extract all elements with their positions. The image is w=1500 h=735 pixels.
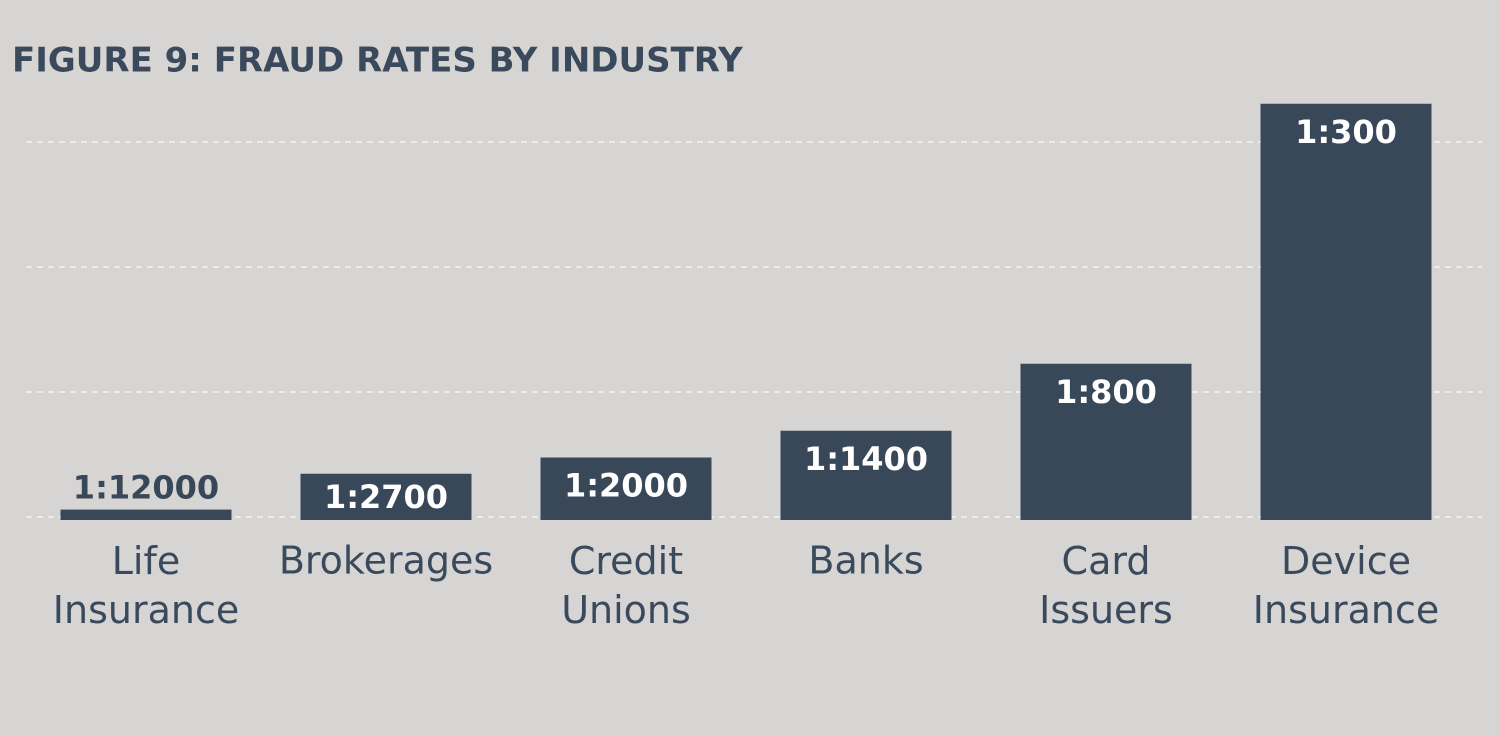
value-label: 1:2000	[564, 467, 688, 505]
value-label: 1:2700	[324, 478, 448, 516]
x-tick-label: Credit Unions	[561, 539, 691, 632]
bar	[1020, 363, 1192, 520]
bar	[300, 473, 472, 520]
value-label: 1:800	[1055, 373, 1157, 411]
bar	[60, 509, 232, 520]
value-label: 1:1400	[804, 440, 928, 478]
x-tick-label: Card Issuers	[1039, 539, 1173, 632]
x-tick-label: Brokerages	[279, 539, 493, 583]
value-label: 1:300	[1295, 113, 1397, 151]
bar	[540, 457, 712, 520]
chart-title: FIGURE 9: FRAUD RATES BY INDUSTRY	[12, 41, 743, 81]
bar	[1260, 103, 1432, 520]
x-tick-label: Banks	[808, 539, 923, 583]
bar	[780, 430, 952, 520]
value-label: 1:12000	[73, 469, 219, 507]
x-tick-label: Device Insurance	[1253, 539, 1439, 632]
x-tick-label: Life Insurance	[53, 539, 239, 632]
